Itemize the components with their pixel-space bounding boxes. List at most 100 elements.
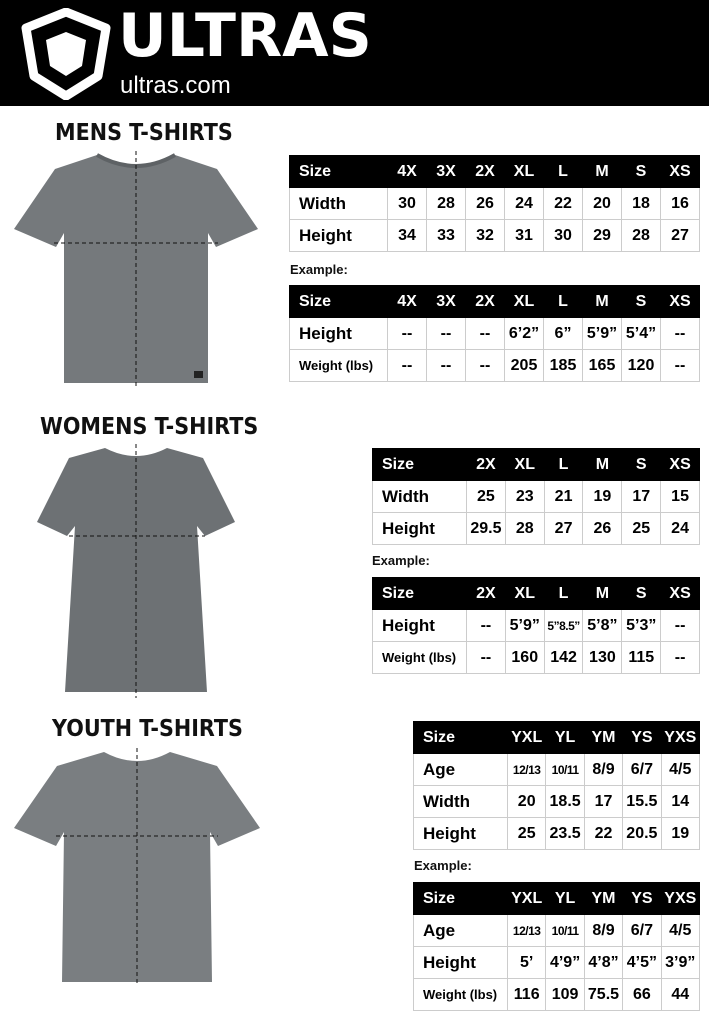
- mens-tshirt-image: [14, 151, 258, 387]
- table-cell: 24: [660, 512, 700, 545]
- table-cell: 24: [504, 187, 544, 220]
- size-header-cell: YM: [583, 882, 624, 915]
- table-row: Age 12/13 10/11 8/9 6/7 4/5: [413, 914, 701, 947]
- size-header-cell: XS: [660, 448, 700, 481]
- table-cell: 4/5: [660, 753, 701, 786]
- table-cell: 44: [660, 978, 701, 1011]
- brand-url: ultras.com: [120, 72, 231, 99]
- table-cell: 5”8.5”: [543, 609, 584, 642]
- table-cell: 19: [660, 817, 701, 850]
- table-cell: 28: [504, 512, 545, 545]
- table-cell: 25: [506, 817, 547, 850]
- table-cell: 23.5: [545, 817, 585, 850]
- mens-size-table: Size 4X 3X 2X XL L M S XS Width 30 28 26 24 22 20 18 16 He…: [289, 155, 700, 252]
- table-cell: --: [426, 349, 466, 382]
- size-header-cell: YL: [545, 721, 585, 754]
- table-row: Height 34 33 32 31 30 29 28 27: [289, 219, 700, 252]
- size-header-cell: YXS: [660, 721, 701, 754]
- table-cell: 4’5”: [622, 946, 662, 979]
- table-row: Height 5’ 4’9” 4’8” 4’5” 3’9”: [413, 946, 701, 979]
- table-cell: 142: [543, 641, 584, 674]
- womens-example-table: Size 2X XL L M S XS Height -- 5’9” 5”8.5” 5’8” 5’3” -…: [372, 577, 700, 674]
- row-label: Height: [289, 317, 388, 350]
- brand-name: ULTRAS: [118, 1, 372, 71]
- table-row: Width 25 23 21 19 17 15: [372, 480, 700, 513]
- table-cell: 116: [506, 978, 547, 1011]
- table-cell: --: [660, 317, 700, 350]
- table-cell: 17: [583, 785, 624, 818]
- table-cell: 12/13: [506, 914, 547, 947]
- table-cell: --: [387, 317, 427, 350]
- table-cell: --: [387, 349, 427, 382]
- table-cell: 6’2”: [504, 317, 544, 350]
- table-row: Height -- 5’9” 5”8.5” 5’8” 5’3” --: [372, 609, 700, 642]
- size-header-cell: S: [621, 155, 661, 188]
- table-cell: 5’9”: [582, 317, 622, 350]
- youth-example-table: Size YXL YL YM YS YXS Age 12/13 10/11 8/9 6/7 4/5 He…: [413, 882, 701, 1011]
- size-header-cell: YXL: [506, 882, 547, 915]
- size-header-cell: YS: [622, 882, 662, 915]
- table-cell: 5’: [506, 946, 547, 979]
- shield-icon: [21, 8, 111, 100]
- table-cell: 20: [582, 187, 622, 220]
- size-header-cell: L: [543, 577, 584, 610]
- size-header-cell: S: [621, 285, 661, 318]
- table-cell: 3’9”: [660, 946, 701, 979]
- table-cell: 5’3”: [621, 609, 662, 642]
- size-header-cell: XL: [504, 285, 544, 318]
- table-cell: 4’9”: [545, 946, 585, 979]
- table-cell: --: [466, 641, 506, 674]
- size-header-cell: XS: [660, 285, 700, 318]
- table-cell: 10/11: [545, 753, 585, 786]
- brand-header: ULTRAS ultras.com: [0, 0, 709, 106]
- table-cell: 120: [621, 349, 661, 382]
- table-cell: 115: [621, 641, 662, 674]
- youth-title: YOUTH T-SHIRTS: [52, 716, 243, 742]
- size-header-cell: XL: [504, 448, 545, 481]
- row-label: Height: [372, 512, 467, 545]
- size-header-cell: M: [582, 448, 623, 481]
- table-cell: 160: [504, 641, 545, 674]
- size-header-cell: 4X: [387, 285, 427, 318]
- row-label: Height: [289, 219, 388, 252]
- table-cell: 26: [465, 187, 505, 220]
- size-header-cell: XL: [504, 577, 545, 610]
- size-header-cell: 3X: [426, 155, 466, 188]
- table-cell: 22: [543, 187, 583, 220]
- table-cell: 29.5: [466, 512, 506, 545]
- table-row: Weight (lbs) -- -- -- 205 185 165 120 --: [289, 349, 700, 382]
- table-cell: 33: [426, 219, 466, 252]
- table-header-row: Size 4X 3X 2X XL L M S XS: [289, 285, 700, 318]
- table-header-row: Size YXL YL YM YS YXS: [413, 882, 701, 915]
- row-label: Width: [372, 480, 467, 513]
- row-label: Width: [289, 187, 388, 220]
- mens-title: MENS T-SHIRTS: [55, 120, 233, 146]
- table-cell: 20: [506, 785, 547, 818]
- size-header-cell: M: [582, 155, 622, 188]
- size-header-cell: YXL: [506, 721, 547, 754]
- row-label: Width: [413, 785, 508, 818]
- table-cell: 31: [504, 219, 544, 252]
- table-cell: 5’8”: [582, 609, 623, 642]
- size-header-cell: S: [621, 577, 662, 610]
- row-label: Age: [413, 753, 508, 786]
- table-cell: 6/7: [622, 914, 662, 947]
- table-cell: 18.5: [545, 785, 585, 818]
- table-cell: 4’8”: [583, 946, 624, 979]
- table-cell: 22: [583, 817, 624, 850]
- table-cell: 19: [582, 480, 623, 513]
- table-cell: 185: [543, 349, 583, 382]
- table-cell: 27: [543, 512, 584, 545]
- table-row: Width 30 28 26 24 22 20 18 16: [289, 187, 700, 220]
- table-row: Weight (lbs) 116 109 75.5 66 44: [413, 978, 701, 1011]
- table-cell: 26: [582, 512, 623, 545]
- row-label: Weight (lbs): [289, 349, 388, 382]
- size-header-cell: M: [582, 285, 622, 318]
- table-cell: 12/13: [506, 753, 547, 786]
- table-cell: 25: [466, 480, 506, 513]
- table-cell: 4/5: [660, 914, 701, 947]
- row-label: Size: [413, 721, 508, 754]
- table-cell: 25: [621, 512, 662, 545]
- size-header-cell: YM: [583, 721, 624, 754]
- youth-example-label: Example:: [414, 858, 472, 873]
